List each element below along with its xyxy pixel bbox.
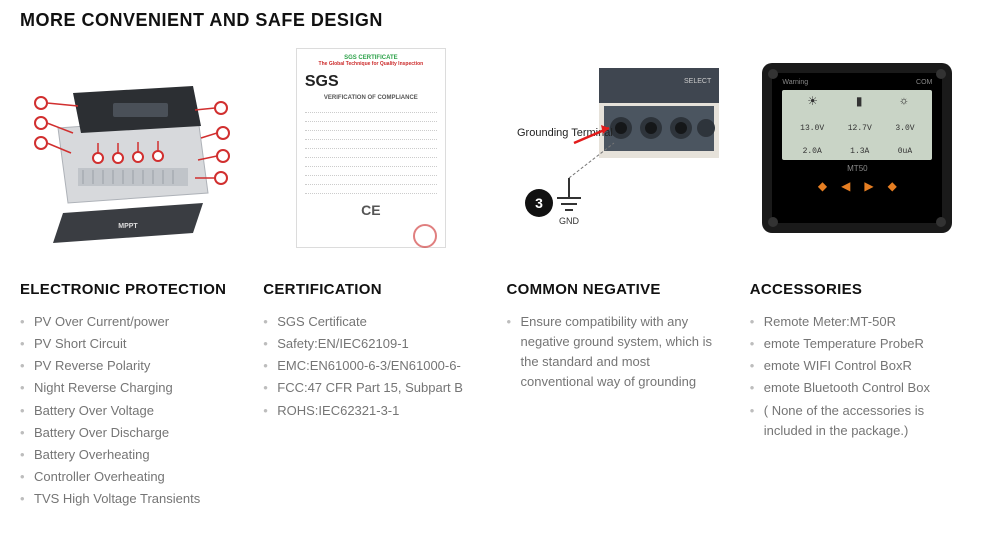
list-item: emote Temperature ProbeR — [750, 334, 965, 354]
lcd-value: 13.0V — [800, 124, 824, 133]
col-title-0: ELECTRONIC PROTECTION — [20, 281, 235, 298]
bullets-1: SGS Certificate Safety:EN/IEC62109-1 EMC… — [263, 312, 478, 421]
meter-bezel: Warning COM ☀ ▮ ☼ 13.0V 12.7V 3.0V — [772, 73, 942, 223]
list-item: PV Short Circuit — [20, 334, 235, 354]
list-item: Remote Meter:MT-50R — [750, 312, 965, 332]
ce-mark: CE — [305, 202, 437, 218]
feature-columns: MPPT — [20, 43, 965, 511]
sun-icon: ☀ — [807, 94, 818, 109]
cert-brand: SGS — [305, 73, 437, 91]
list-item: ( None of the accessories is included in… — [750, 401, 965, 441]
col-certification: SGS CERTIFICATE The Global Technique for… — [263, 43, 478, 511]
cert-stamp-icon — [413, 224, 437, 248]
list-item: PV Reverse Polarity — [20, 356, 235, 376]
screw-icon — [768, 217, 778, 227]
lcd-value: 2.0A — [803, 147, 822, 156]
cert-body-lines — [305, 107, 437, 194]
list-item: emote Bluetooth Control Box — [750, 378, 965, 398]
remote-meter: Warning COM ☀ ▮ ☼ 13.0V 12.7V 3.0V — [762, 63, 952, 233]
col-electronic-protection: MPPT — [20, 43, 235, 511]
cert-red-line: The Global Technique for Quality Inspect… — [305, 61, 437, 67]
gnd-label: GND — [559, 216, 580, 226]
col-title-2: COMMON NEGATIVE — [507, 281, 722, 298]
meter-image: Warning COM ☀ ▮ ☼ 13.0V 12.7V 3.0V — [750, 43, 965, 253]
step-number: 3 — [535, 195, 543, 211]
screw-icon — [936, 69, 946, 79]
list-item: Battery Over Voltage — [20, 401, 235, 421]
lcd-icons: ☀ ▮ ☼ — [788, 94, 926, 109]
certificate-doc: SGS CERTIFICATE The Global Technique for… — [296, 48, 446, 248]
esc-button-icon[interactable]: ◆ — [818, 179, 827, 193]
list-item: Battery Overheating — [20, 445, 235, 465]
list-item: EMC:EN61000-6-3/EN61000-6- — [263, 356, 478, 376]
warning-label: Warning — [782, 79, 808, 86]
bulb-icon: ☼ — [900, 94, 907, 109]
meter-top-labels: Warning COM — [782, 79, 932, 86]
col-title-3: ACCESSORIES — [750, 281, 965, 298]
right-button-icon[interactable]: ▶ — [864, 179, 873, 193]
lcd-value: 3.0V — [895, 124, 914, 133]
com-label: COM — [916, 79, 932, 86]
col-accessories: Warning COM ☀ ▮ ☼ 13.0V 12.7V 3.0V — [750, 43, 965, 511]
list-item: FCC:47 CFR Part 15, Subpart B — [263, 378, 478, 398]
list-item: Safety:EN/IEC62109-1 — [263, 334, 478, 354]
certificate-image: SGS CERTIFICATE The Global Technique for… — [263, 43, 478, 253]
cert-heading: VERIFICATION OF COMPLIANCE — [305, 95, 437, 101]
list-item: SGS Certificate — [263, 312, 478, 332]
screw-icon — [936, 217, 946, 227]
ok-button-icon[interactable]: ◆ — [888, 179, 897, 193]
meter-model: MT50 — [782, 164, 932, 173]
grounding-image: SELECT Grounding Terminal 3 — [507, 43, 722, 253]
mppt-label: MPPT — [118, 223, 138, 230]
lcd-value: 0uA — [898, 147, 912, 156]
lcd-row-1: 13.0V 12.7V 3.0V — [788, 124, 926, 133]
lcd-value: 1.3A — [850, 147, 869, 156]
meter-lcd: ☀ ▮ ☼ 13.0V 12.7V 3.0V 2.0A 1.3A 0uA — [782, 90, 932, 160]
col-common-negative: SELECT Grounding Terminal 3 — [507, 43, 722, 511]
bullets-0: PV Over Current/power PV Short Circuit P… — [20, 312, 235, 509]
col-title-1: CERTIFICATION — [263, 281, 478, 298]
list-item: ROHS:IEC62321-3-1 — [263, 401, 478, 421]
list-item: TVS High Voltage Transients — [20, 489, 235, 509]
lcd-value: 12.7V — [848, 124, 872, 133]
list-item: Night Reverse Charging — [20, 378, 235, 398]
select-label: SELECT — [684, 78, 712, 85]
list-item: Ensure compatibility with any negative g… — [507, 312, 722, 393]
left-button-icon[interactable]: ◀ — [841, 179, 850, 193]
list-item: PV Over Current/power — [20, 312, 235, 332]
list-item: Battery Over Discharge — [20, 423, 235, 443]
bullets-3: Remote Meter:MT-50R emote Temperature Pr… — [750, 312, 965, 441]
controller-image: MPPT — [20, 43, 235, 253]
bullets-2: Ensure compatibility with any negative g… — [507, 312, 722, 393]
list-item: emote WIFI Control BoxR — [750, 356, 965, 376]
battery-icon: ▮ — [856, 94, 863, 109]
list-item: Controller Overheating — [20, 467, 235, 487]
meter-buttons: ◆ ◀ ▶ ◆ — [782, 179, 932, 193]
lcd-row-2: 2.0A 1.3A 0uA — [788, 147, 926, 156]
main-title: MORE CONVENIENT AND SAFE DESIGN — [20, 10, 965, 31]
